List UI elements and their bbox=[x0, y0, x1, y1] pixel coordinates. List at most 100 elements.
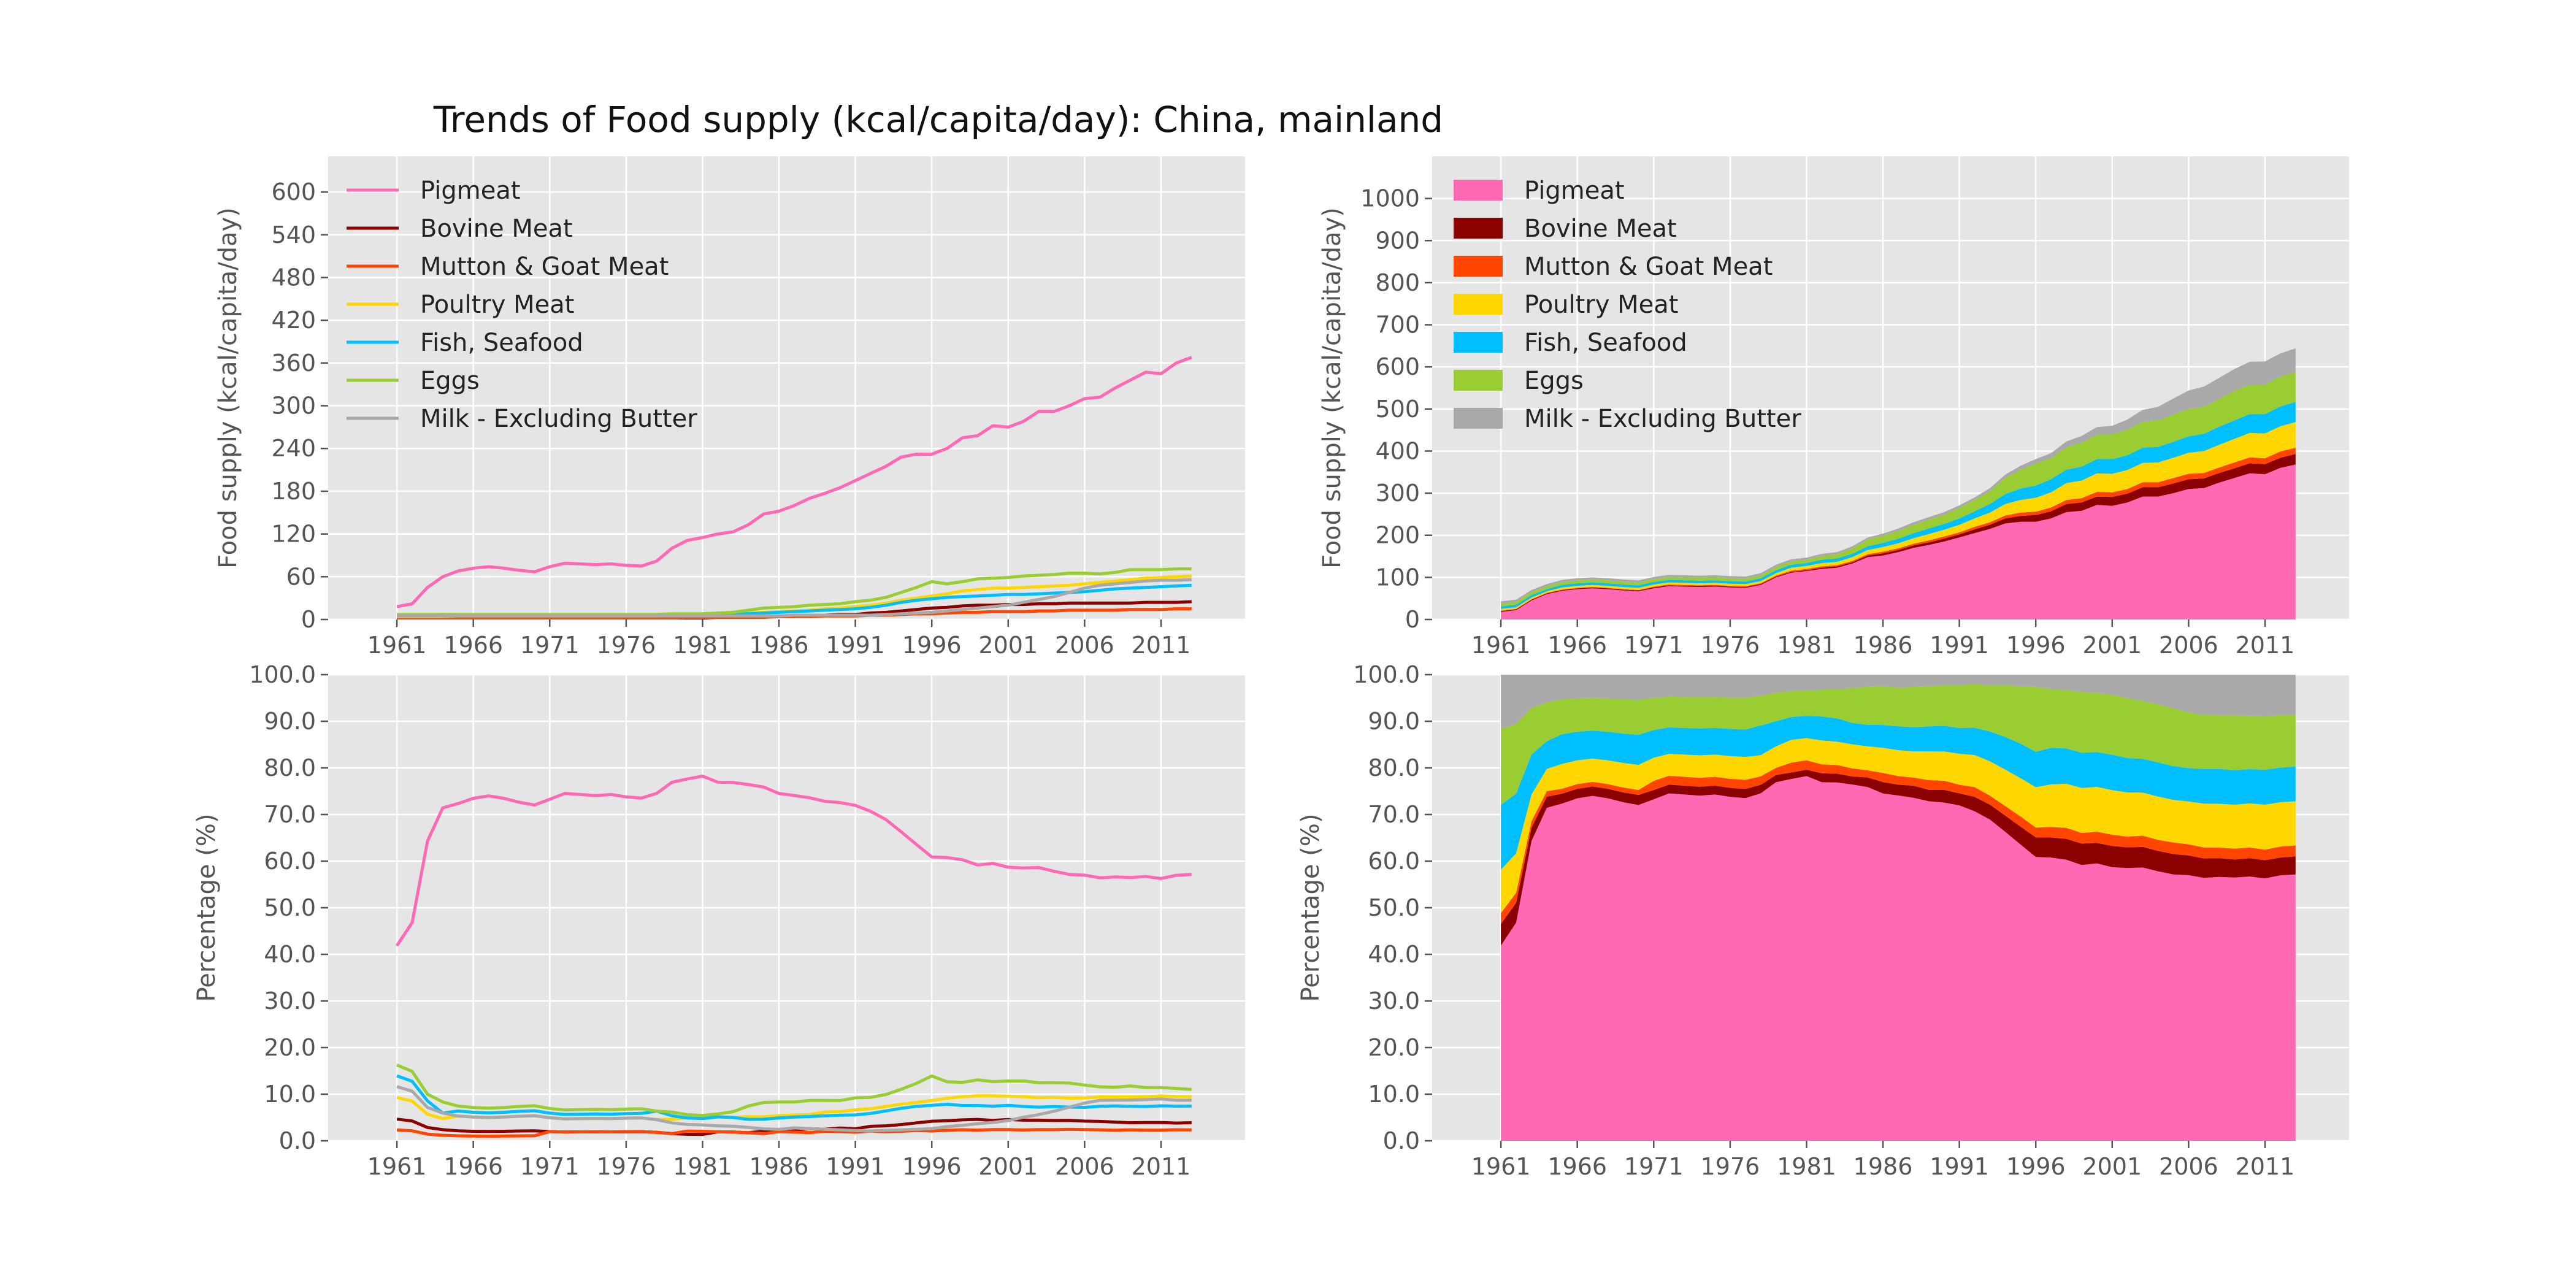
plot-area bbox=[1501, 675, 2296, 1141]
x-tick-label: 1976 bbox=[597, 632, 656, 659]
y-tick-label: 500 bbox=[1375, 396, 1420, 423]
x-tick-label: 1961 bbox=[367, 1153, 427, 1180]
legend-label: Pigmeat bbox=[1524, 177, 1625, 205]
y-tick-label: 300 bbox=[271, 393, 316, 420]
y-tick-label: 40.0 bbox=[1368, 941, 1420, 968]
x-tick-label: 2006 bbox=[2159, 632, 2218, 659]
y-tick-label: 80.0 bbox=[1368, 754, 1420, 781]
y-tick-label: 100.0 bbox=[249, 661, 316, 688]
y-tick-label: 20.0 bbox=[1368, 1034, 1420, 1061]
y-tick-label: 0 bbox=[1405, 606, 1420, 633]
y-tick-label: 70.0 bbox=[264, 801, 316, 828]
y-tick-label: 700 bbox=[1375, 312, 1420, 339]
y-tick-label: 60.0 bbox=[264, 848, 316, 875]
y-tick-label: 0.0 bbox=[279, 1127, 316, 1154]
legend-label: Milk - Excluding Butter bbox=[420, 405, 697, 433]
x-tick-label: 2001 bbox=[2082, 1153, 2142, 1180]
x-tick-label: 1991 bbox=[826, 1153, 885, 1180]
y-tick-label: 0.0 bbox=[1383, 1127, 1420, 1154]
panel-absolute-area: 0 100 200 300 400 500 600 700 800 900 1000 1961 1966… bbox=[1318, 156, 2349, 659]
x-tick-label: 1961 bbox=[1471, 632, 1531, 659]
series-line-eggs bbox=[396, 1063, 1192, 1117]
legend-label: Pigmeat bbox=[420, 177, 521, 205]
y-tick-label: 300 bbox=[1375, 480, 1420, 507]
legend-swatch bbox=[1454, 332, 1503, 353]
y-tick-label: 10.0 bbox=[1368, 1081, 1420, 1108]
y-tick-label: 900 bbox=[1375, 227, 1420, 254]
legend: Pigmeat Bovine Meat Mutton & Goat Meat Poul… bbox=[1454, 177, 1801, 433]
series-area-poultry-meat bbox=[1501, 738, 2296, 913]
x-tick-label: 1976 bbox=[597, 1153, 656, 1180]
x-tick-label: 1986 bbox=[749, 1153, 809, 1180]
legend-label: Bovine Meat bbox=[420, 215, 573, 243]
y-tick-label: 180 bbox=[271, 478, 316, 505]
y-tick-label: 100.0 bbox=[1353, 661, 1420, 688]
x-tick-label: 1966 bbox=[443, 1153, 503, 1180]
x-tick-label: 1966 bbox=[1547, 1153, 1607, 1180]
series-line-milk-excluding-butter bbox=[396, 1085, 1192, 1133]
series-line-mutton-goat-meat bbox=[396, 1127, 1192, 1138]
plot-area bbox=[396, 774, 1192, 1138]
y-tick-label: 60.0 bbox=[1368, 848, 1420, 875]
series-area-eggs bbox=[1501, 684, 2296, 805]
x-tick-label: 2011 bbox=[2236, 1153, 2295, 1180]
y-tick-label: 90.0 bbox=[264, 708, 316, 735]
y-tick-label: 10.0 bbox=[264, 1081, 316, 1108]
x-tick-label: 1981 bbox=[673, 1153, 732, 1180]
y-tick-label: 30.0 bbox=[1368, 987, 1420, 1014]
legend-label: Eggs bbox=[1524, 367, 1584, 395]
x-tick-label: 1991 bbox=[1930, 1153, 1989, 1180]
y-tick-label: 0 bbox=[301, 606, 316, 633]
y-tick-label: 1000 bbox=[1360, 185, 1420, 212]
legend-label: Eggs bbox=[420, 367, 480, 395]
series-area-pigmeat bbox=[1501, 776, 2296, 1141]
panel-absolute-line: 0 60 120 180 240 300 360 420 480 540 600 1961 1966 19… bbox=[214, 156, 1245, 659]
legend-label: Mutton & Goat Meat bbox=[1524, 253, 1773, 281]
series-line-bovine-meat bbox=[396, 1117, 1192, 1137]
y-tick-label: 600 bbox=[1375, 353, 1420, 380]
plot-area bbox=[396, 356, 1192, 619]
plot-area bbox=[1501, 348, 2296, 619]
x-tick-label: 2001 bbox=[2082, 632, 2142, 659]
legend: Pigmeat Bovine Meat Mutton & Goat Meat Poul… bbox=[347, 177, 697, 433]
x-tick-label: 2011 bbox=[2236, 632, 2295, 659]
x-tick-label: 1986 bbox=[1853, 632, 1913, 659]
series-line-fish-seafood bbox=[396, 1074, 1192, 1121]
x-tick-label: 1961 bbox=[367, 632, 427, 659]
x-tick-label: 1991 bbox=[826, 632, 885, 659]
x-tick-label: 1971 bbox=[520, 1153, 580, 1180]
y-axis-label: Food supply (kcal/capita/day) bbox=[1318, 207, 1346, 569]
y-tick-label: 50.0 bbox=[264, 894, 316, 921]
y-tick-label: 60 bbox=[286, 563, 316, 590]
y-axis-label: Percentage (%) bbox=[1297, 814, 1325, 1002]
y-tick-label: 100 bbox=[1375, 564, 1420, 591]
y-tick-label: 40.0 bbox=[264, 941, 316, 968]
x-tick-label: 1981 bbox=[673, 632, 732, 659]
legend-swatch bbox=[1454, 180, 1503, 201]
x-tick-label: 1996 bbox=[902, 1153, 962, 1180]
x-tick-label: 1981 bbox=[1777, 1153, 1836, 1180]
y-tick-label: 20.0 bbox=[264, 1034, 316, 1061]
y-tick-label: 120 bbox=[271, 521, 316, 548]
y-axis-label: Percentage (%) bbox=[193, 814, 221, 1002]
x-tick-label: 1991 bbox=[1930, 632, 1989, 659]
series-line-pigmeat bbox=[396, 774, 1192, 947]
x-tick-label: 2006 bbox=[1055, 1153, 1114, 1180]
series-line-pigmeat bbox=[396, 356, 1192, 608]
legend-swatch bbox=[1454, 294, 1503, 315]
legend-swatch bbox=[1454, 408, 1503, 429]
x-tick-label: 1971 bbox=[520, 632, 580, 659]
legend-label: Mutton & Goat Meat bbox=[420, 253, 669, 281]
y-tick-label: 240 bbox=[271, 435, 316, 462]
legend-label: Poultry Meat bbox=[420, 291, 574, 319]
x-tick-label: 2011 bbox=[1132, 632, 1191, 659]
series-area-pigmeat bbox=[1501, 464, 2296, 619]
legend-swatch bbox=[1454, 370, 1503, 391]
y-tick-label: 30.0 bbox=[264, 987, 316, 1014]
x-tick-label: 2001 bbox=[978, 1153, 1038, 1180]
x-tick-label: 1986 bbox=[749, 632, 809, 659]
legend-swatch bbox=[1454, 218, 1503, 239]
y-tick-label: 600 bbox=[271, 178, 316, 205]
series-area-fish-seafood bbox=[1501, 716, 2296, 870]
y-tick-label: 540 bbox=[271, 221, 316, 248]
